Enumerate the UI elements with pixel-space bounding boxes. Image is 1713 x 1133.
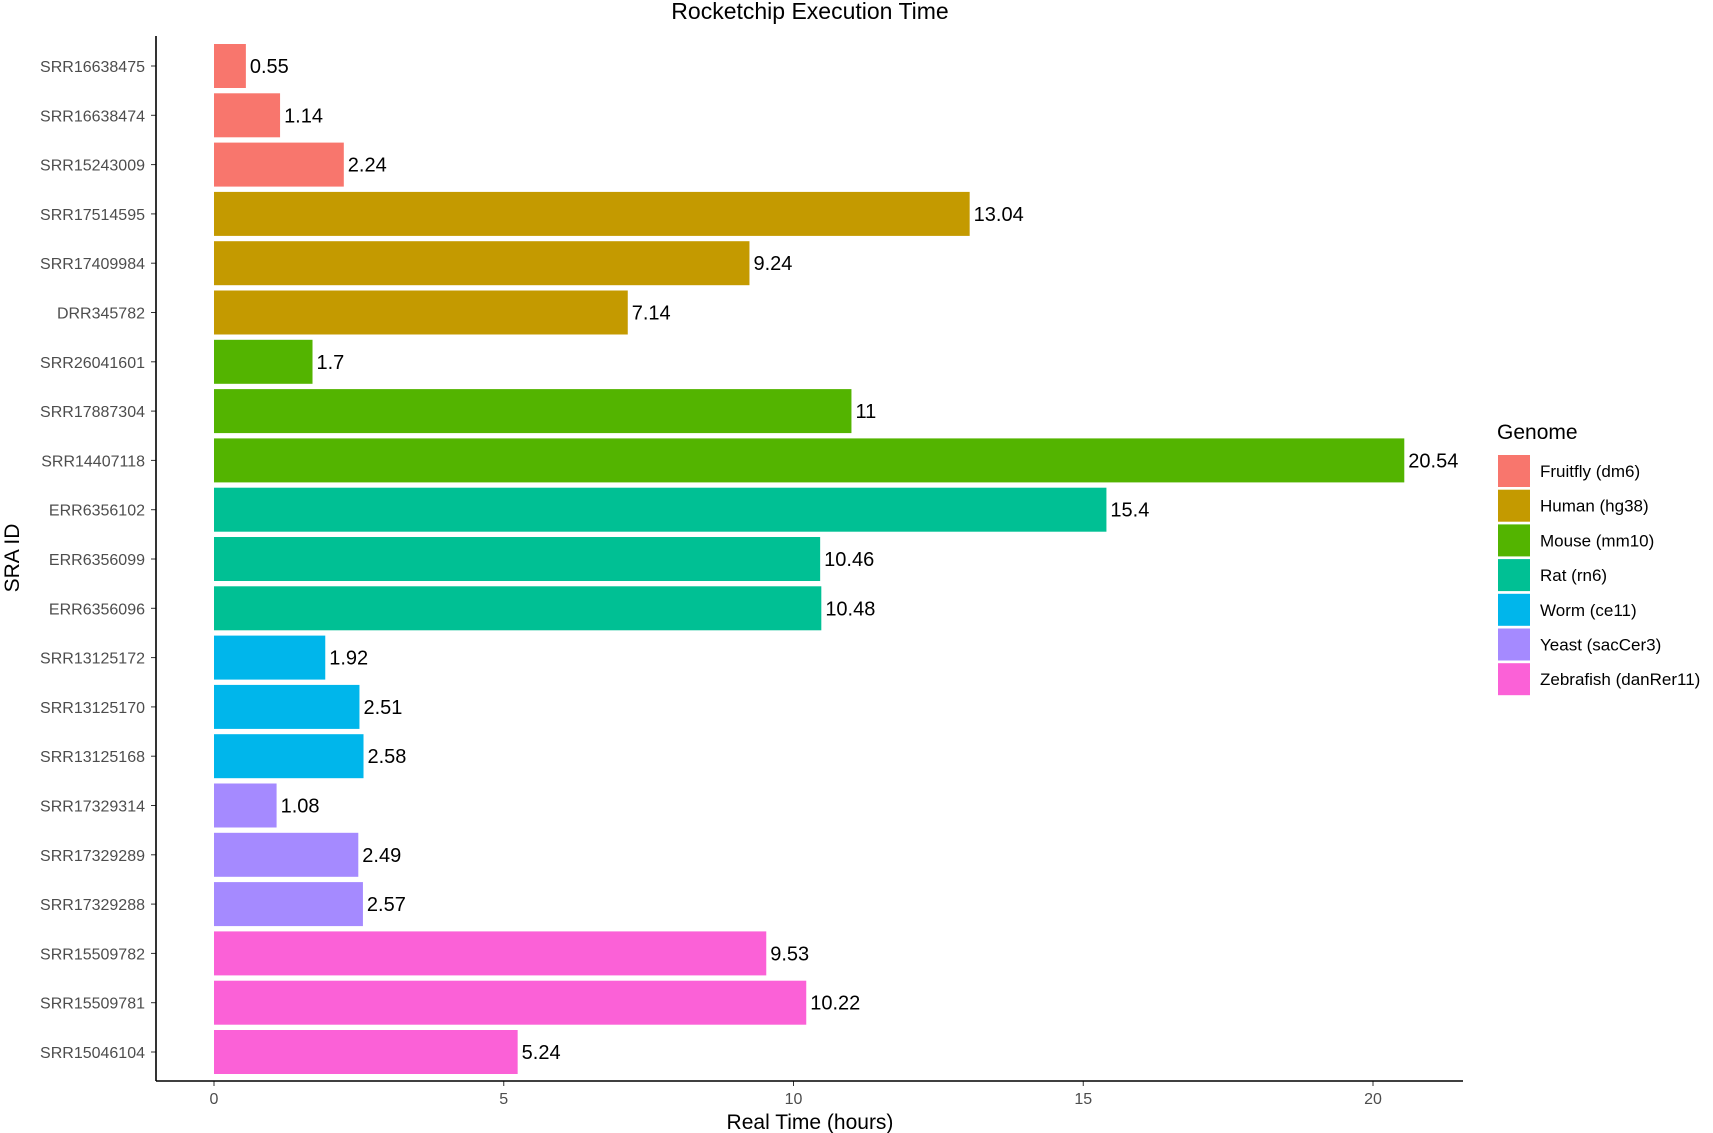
bar bbox=[214, 931, 767, 976]
bar-value-label: 1.7 bbox=[317, 352, 345, 374]
bar-value-label: 11 bbox=[855, 401, 876, 423]
bar bbox=[214, 684, 360, 729]
x-axis-title: Real Time (hours) bbox=[727, 1111, 894, 1133]
bar-value-label: 2.24 bbox=[348, 155, 387, 177]
bar bbox=[214, 44, 246, 88]
y-tick-label: ERR6356096 bbox=[49, 601, 145, 618]
bar-value-label: 2.57 bbox=[367, 894, 406, 916]
legend-swatch bbox=[1498, 628, 1530, 661]
bar-value-label: 2.58 bbox=[368, 746, 407, 768]
y-tick-label: ERR6356102 bbox=[49, 503, 145, 520]
bar-value-label: 15.4 bbox=[1110, 500, 1149, 522]
bar bbox=[214, 339, 313, 384]
bar-value-label: 9.24 bbox=[753, 253, 792, 275]
bar bbox=[214, 142, 344, 187]
bar-value-label: 10.48 bbox=[825, 598, 875, 620]
bar bbox=[214, 241, 750, 286]
y-tick-label: SRR17887304 bbox=[40, 404, 145, 421]
legend-swatch bbox=[1498, 593, 1530, 626]
legend-swatch bbox=[1498, 559, 1530, 592]
x-tick-label: 5 bbox=[499, 1091, 508, 1108]
x-tick-label: 0 bbox=[210, 1091, 219, 1108]
x-tick-labels: 0 5 10 15 20 bbox=[210, 1081, 1382, 1108]
y-tick-label: SRR13125170 bbox=[40, 700, 145, 717]
y-tick-label: SRR15509782 bbox=[40, 946, 145, 963]
bar bbox=[214, 832, 359, 877]
bar-value-label: 9.53 bbox=[770, 943, 809, 965]
y-tick-label: SRR16638474 bbox=[40, 108, 145, 125]
chart-title: Rocketchip Execution Time bbox=[671, 0, 948, 24]
y-tick-label: SRR15509781 bbox=[40, 996, 145, 1013]
legend-label: Yeast (sacCer3) bbox=[1540, 636, 1661, 655]
legend: Genome Fruitfly (dm6) Human (hg38) Mouse (… bbox=[1497, 421, 1700, 696]
legend-swatch bbox=[1498, 489, 1530, 522]
legend-swatch bbox=[1498, 455, 1530, 487]
y-tick-label: SRR17409984 bbox=[40, 256, 145, 273]
bar-value-label: 1.08 bbox=[281, 796, 320, 818]
y-tick-label: SRR13125172 bbox=[40, 651, 145, 668]
bar bbox=[214, 93, 281, 138]
bar bbox=[214, 1030, 518, 1074]
y-tick-label: SRR26041601 bbox=[40, 355, 145, 372]
bar bbox=[214, 389, 852, 434]
y-tick-label: SRR16638475 bbox=[40, 59, 145, 76]
bar-value-label: 10.46 bbox=[824, 549, 874, 571]
y-tick-label: SRR17514595 bbox=[40, 207, 145, 224]
bar bbox=[214, 734, 364, 779]
bar-value-label: 1.92 bbox=[329, 648, 368, 670]
bar bbox=[214, 191, 970, 236]
bar-value-label: 2.49 bbox=[362, 845, 401, 867]
x-tick-label: 10 bbox=[785, 1091, 803, 1108]
y-tick-label: DRR345782 bbox=[57, 306, 145, 323]
bar-value-label: 13.04 bbox=[974, 204, 1024, 226]
y-tick-labels: SRR16638475 SRR16638474 SRR15243009 SRR1751… bbox=[40, 59, 156, 1062]
legend-label: Human (hg38) bbox=[1540, 497, 1649, 516]
bar-value-label: 1.14 bbox=[284, 105, 323, 127]
y-tick-label: SRR17329288 bbox=[40, 897, 145, 914]
bar-value-label: 0.55 bbox=[250, 56, 289, 78]
bar bbox=[214, 586, 822, 631]
bar bbox=[214, 882, 363, 927]
bar-value-label: 7.14 bbox=[632, 303, 671, 325]
bar bbox=[214, 438, 1405, 483]
x-tick-label: 20 bbox=[1364, 1091, 1382, 1108]
y-tick-label: SRR13125168 bbox=[40, 749, 145, 766]
y-tick-label: SRR17329314 bbox=[40, 799, 145, 816]
bar bbox=[214, 980, 807, 1025]
y-tick-label: SRR14407118 bbox=[41, 453, 145, 470]
bar bbox=[214, 783, 277, 828]
bar-value-label: 10.22 bbox=[810, 993, 860, 1015]
y-tick-label: SRR15046104 bbox=[40, 1045, 145, 1062]
y-tick-label: SRR17329289 bbox=[40, 848, 145, 865]
bar-value-label: 5.24 bbox=[522, 1042, 561, 1064]
legend-label: Rat (rn6) bbox=[1540, 566, 1607, 585]
y-tick-label: SRR15243009 bbox=[40, 158, 145, 175]
bar-value-label: 20.54 bbox=[1408, 450, 1458, 472]
bars-layer: 0.55 1.14 2.24 13.04 9.24 7.14 1.7 11 20.54 15.4 1… bbox=[214, 44, 1458, 1074]
legend-label: Worm (ce11) bbox=[1540, 601, 1637, 620]
bar bbox=[214, 635, 326, 680]
legend-label: Fruitfly (dm6) bbox=[1540, 462, 1640, 481]
legend-swatch bbox=[1498, 524, 1530, 557]
bar bbox=[214, 537, 821, 581]
y-tick-label: ERR6356099 bbox=[49, 552, 145, 569]
x-tick-label: 15 bbox=[1074, 1091, 1092, 1108]
y-axis-title: SRA ID bbox=[1, 524, 24, 593]
legend-title: Genome bbox=[1497, 421, 1578, 444]
bar-value-label: 2.51 bbox=[363, 697, 402, 719]
legend-label: Mouse (mm10) bbox=[1540, 531, 1654, 550]
bar bbox=[214, 487, 1107, 532]
bar bbox=[214, 290, 628, 335]
legend-swatch bbox=[1498, 663, 1530, 696]
legend-label: Zebrafish (danRer11) bbox=[1540, 670, 1700, 689]
